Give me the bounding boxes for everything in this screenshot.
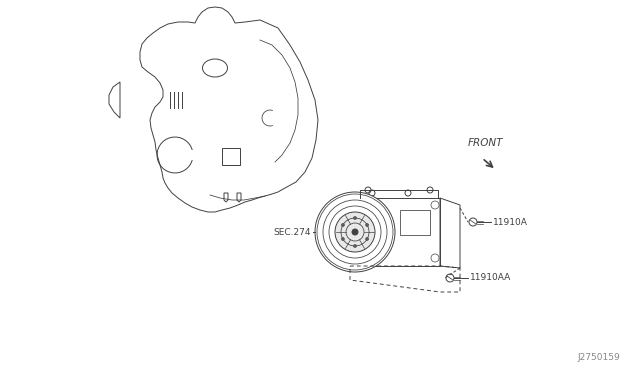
Text: SEC.274: SEC.274 [273, 228, 311, 237]
Circle shape [341, 237, 344, 241]
Text: FRONT: FRONT [468, 138, 504, 148]
Circle shape [469, 218, 477, 226]
Text: 11910AA: 11910AA [470, 273, 511, 282]
Circle shape [352, 229, 358, 235]
Circle shape [446, 274, 454, 282]
Circle shape [365, 237, 369, 241]
Text: 11910A: 11910A [493, 218, 528, 227]
Text: J2750159: J2750159 [577, 353, 620, 362]
Circle shape [335, 212, 375, 252]
Circle shape [315, 192, 395, 272]
Circle shape [353, 244, 356, 247]
Circle shape [365, 224, 369, 227]
Circle shape [341, 224, 344, 227]
Circle shape [353, 217, 356, 219]
